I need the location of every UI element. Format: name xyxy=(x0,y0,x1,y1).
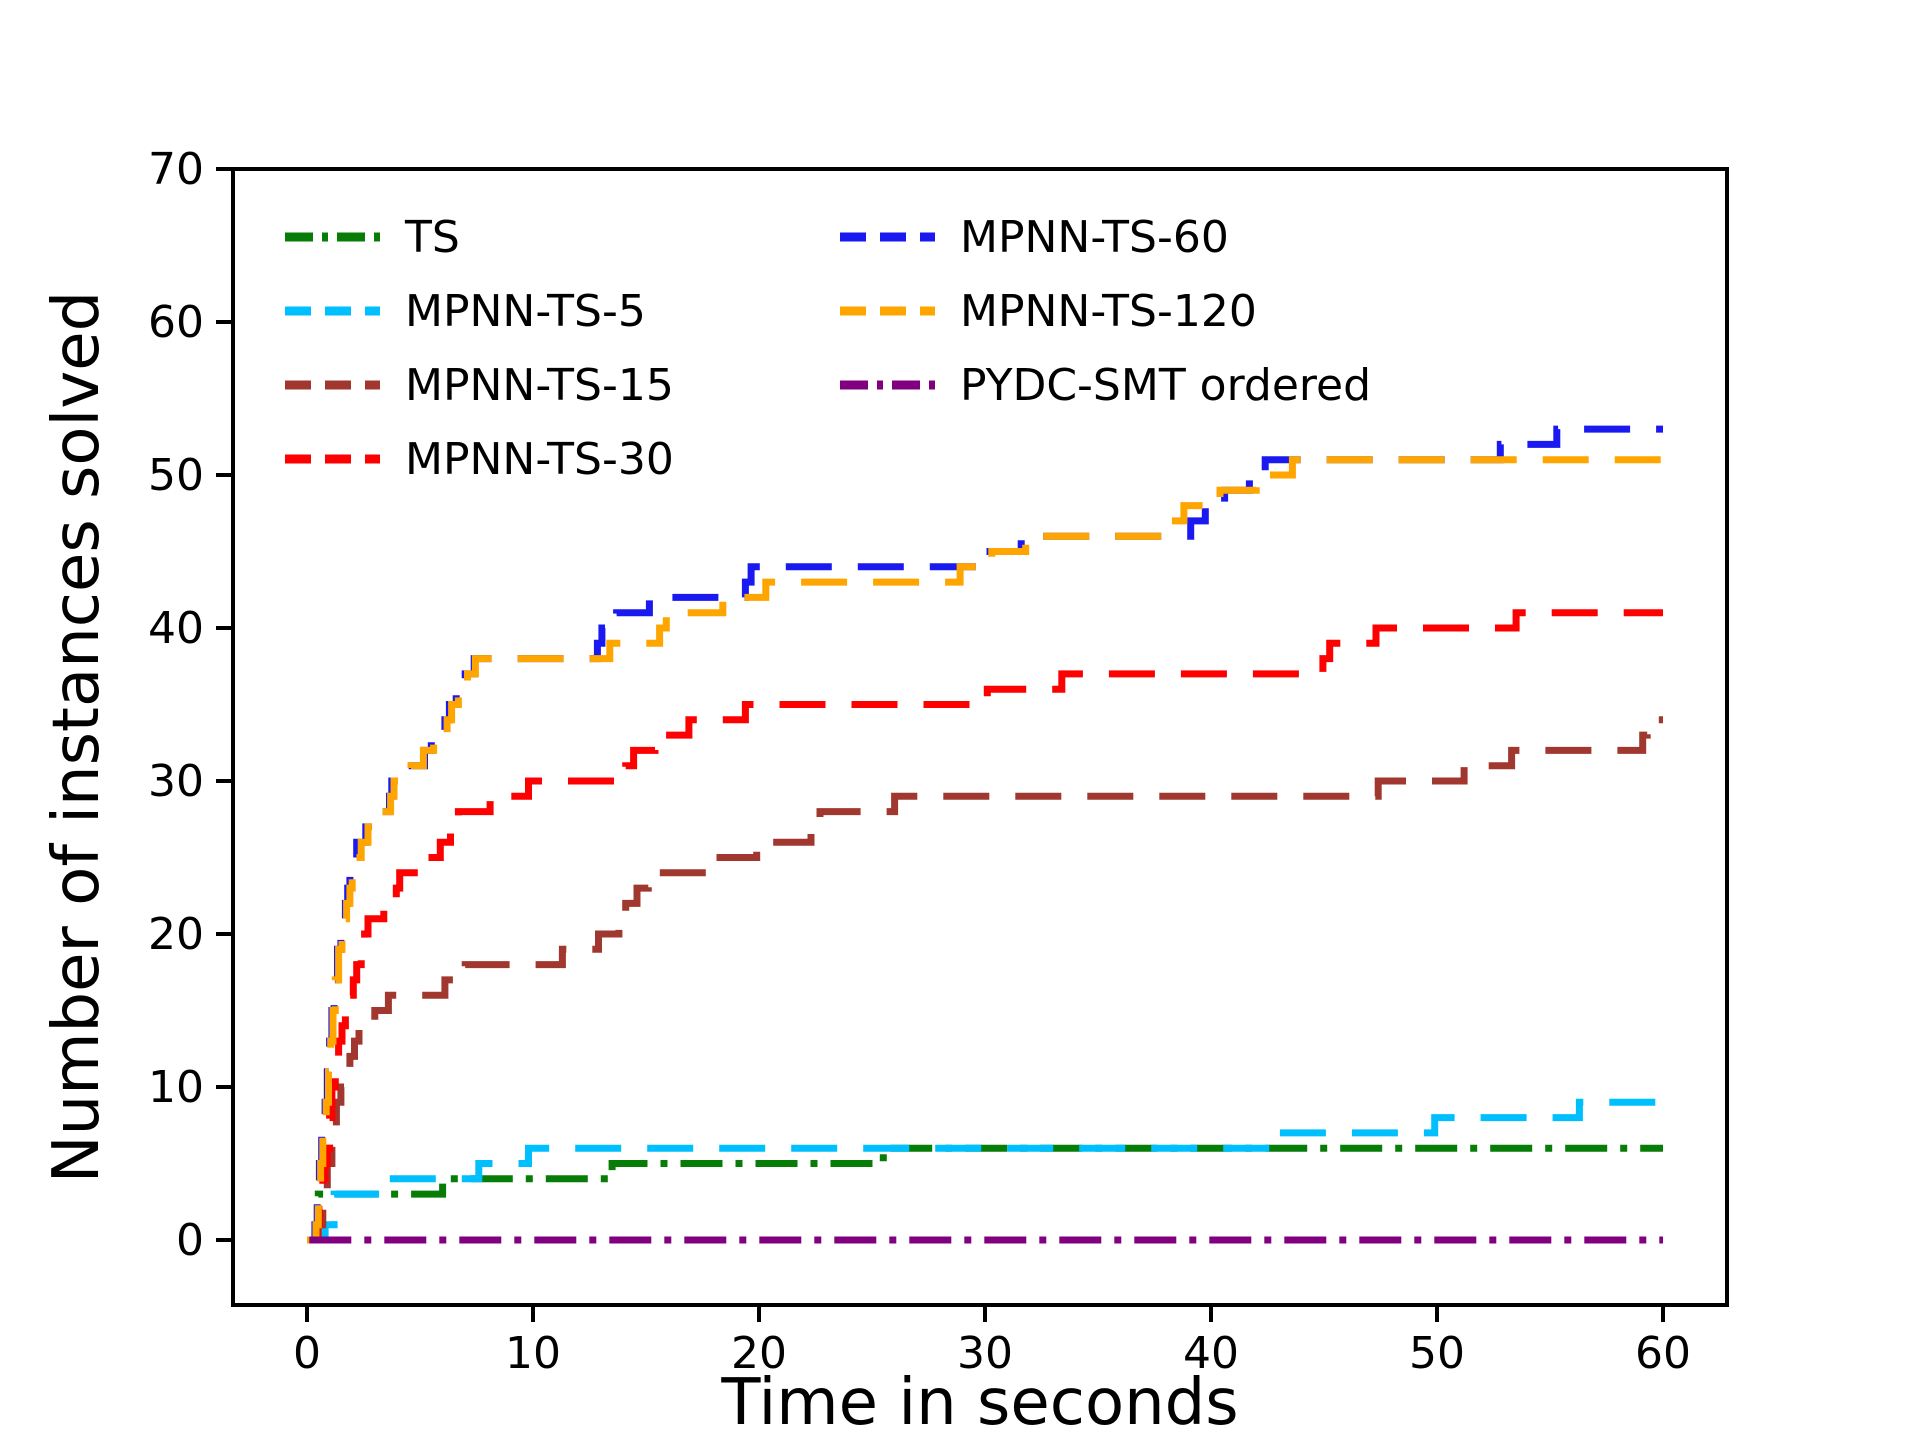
x-tick-label: 40 xyxy=(1183,1328,1239,1379)
x-tick-label: 20 xyxy=(731,1328,787,1379)
legend-label: PYDC-SMT ordered xyxy=(960,360,1371,411)
x-tick-label: 50 xyxy=(1409,1328,1465,1379)
series-line-mpnn-ts-60 xyxy=(307,425,1663,1244)
y-tick-label: 70 xyxy=(148,144,204,195)
legend-item-mpnn-ts-30: MPNN-TS-30 xyxy=(285,434,674,485)
legend-item-pydc-smt-ordered: PYDC-SMT ordered xyxy=(840,360,1371,411)
legend-item-mpnn-ts-120: MPNN-TS-120 xyxy=(840,286,1257,337)
legend-item-mpnn-ts-15: MPNN-TS-15 xyxy=(285,360,674,411)
y-tick-label: 30 xyxy=(148,756,204,807)
y-tick-label: 20 xyxy=(148,909,204,960)
y-tick-label: 50 xyxy=(148,450,204,501)
series-line-mpnn-ts-15 xyxy=(307,716,1663,1244)
y-tick-label: 60 xyxy=(148,297,204,348)
x-tick-label: 0 xyxy=(293,1328,321,1379)
legend-item-ts: TS xyxy=(285,212,460,263)
x-tick-label: 30 xyxy=(957,1328,1013,1379)
legend-item-mpnn-ts-60: MPNN-TS-60 xyxy=(840,212,1229,263)
legend-label: MPNN-TS-60 xyxy=(960,212,1229,263)
series-line-mpnn-ts-5 xyxy=(307,1098,1663,1244)
series-line-mpnn-ts-120 xyxy=(307,456,1663,1244)
y-tick-label: 10 xyxy=(148,1062,204,1113)
legend-label: MPNN-TS-120 xyxy=(960,286,1257,337)
legend-label: TS xyxy=(404,212,460,263)
y-axis-label: Number of instances solved xyxy=(40,291,114,1183)
y-tick-label: 40 xyxy=(148,603,204,654)
series-line-ts xyxy=(307,1144,1663,1244)
legend-label: MPNN-TS-15 xyxy=(405,360,674,411)
x-axis-label: Time in seconds xyxy=(720,1366,1238,1440)
x-tick-label: 10 xyxy=(505,1328,561,1379)
legend-label: MPNN-TS-5 xyxy=(405,286,646,337)
y-tick-label: 0 xyxy=(176,1215,204,1266)
x-tick-label: 60 xyxy=(1635,1328,1691,1379)
legend-label: MPNN-TS-30 xyxy=(405,434,674,485)
legend-item-mpnn-ts-5: MPNN-TS-5 xyxy=(285,286,646,337)
plot-frame xyxy=(231,167,1729,1307)
series-line-mpnn-ts-30 xyxy=(307,609,1663,1244)
